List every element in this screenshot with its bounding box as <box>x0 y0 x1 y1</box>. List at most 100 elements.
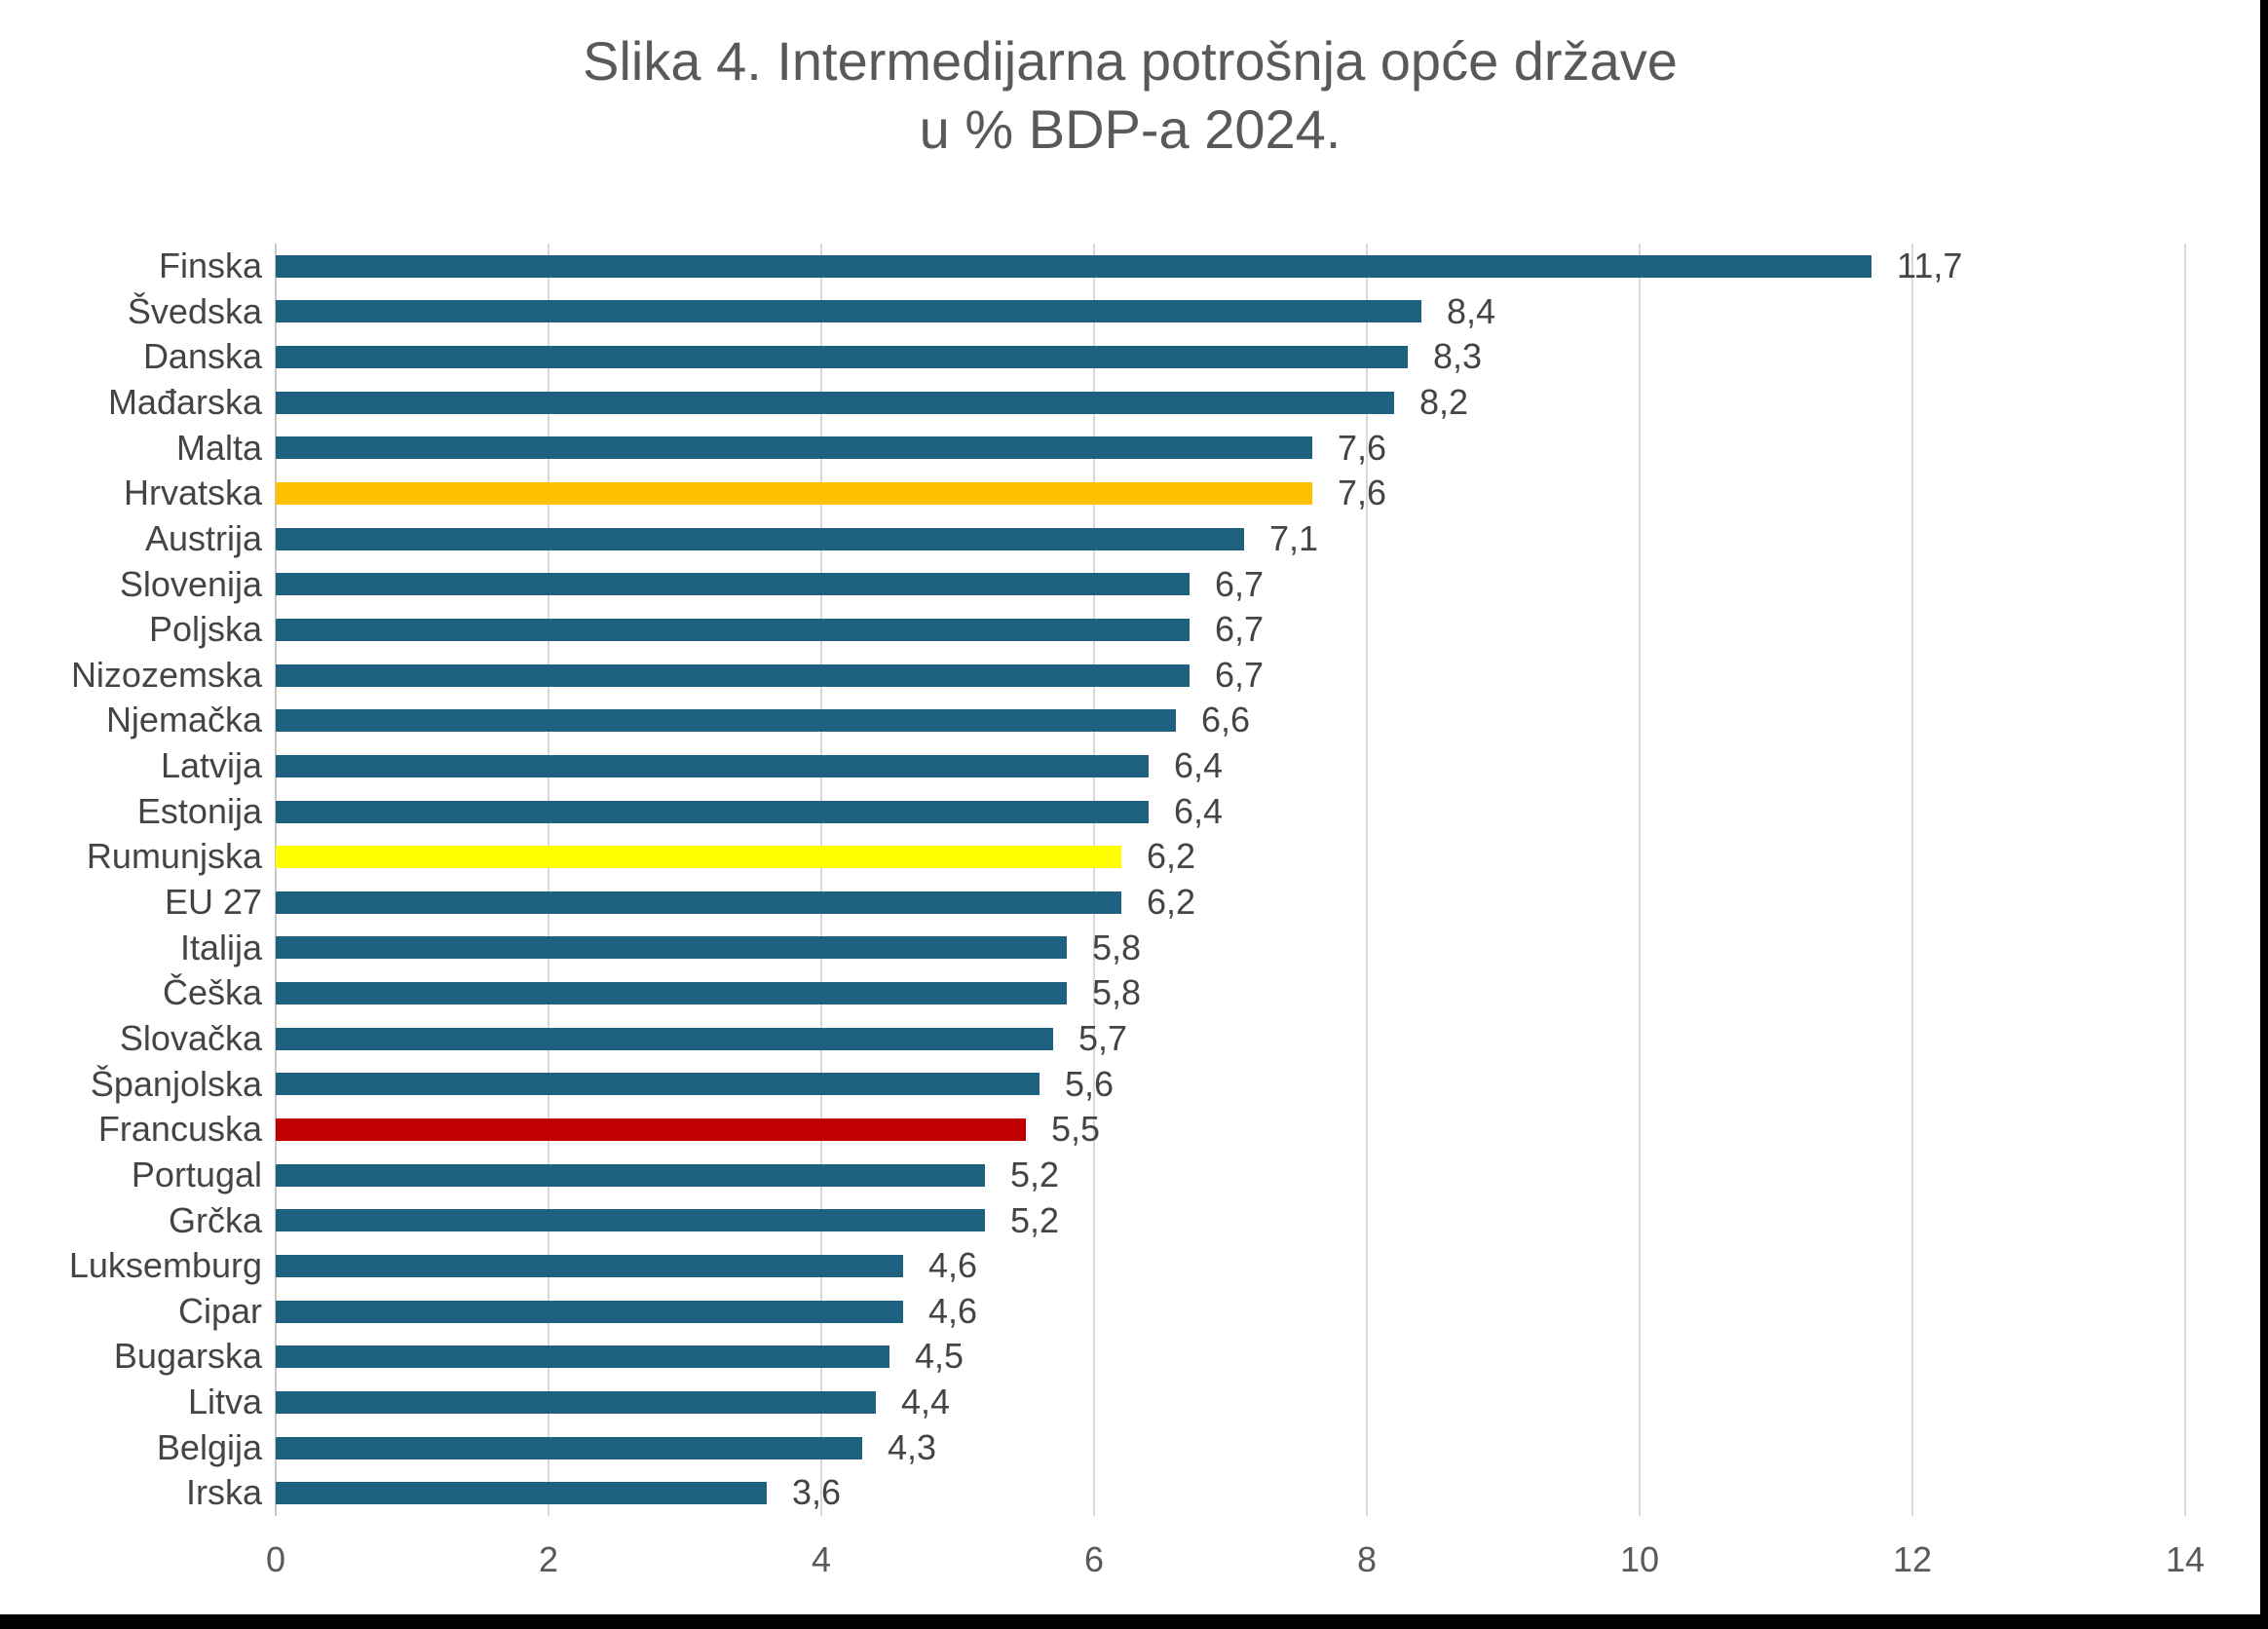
bar-portugal <box>276 1163 985 1187</box>
bar-svedska <box>276 300 1421 323</box>
category-label-poljska: Poljska <box>148 609 262 650</box>
gridline-x-8 <box>1366 244 1368 1516</box>
bar-slovenija <box>276 573 1190 596</box>
category-label-ceska: Češka <box>162 972 262 1013</box>
bar-litva <box>276 1390 876 1414</box>
x-tick-label-2: 2 <box>538 1539 559 1579</box>
plot-area: 11,7 8,4 8,3 8,2 7,6 7,6 7,1 6,7 6,7 6,7 6,6 6,4 6,4… <box>275 244 2186 1516</box>
x-tick-label-10: 10 <box>1619 1539 1660 1579</box>
value-label-malta: 7,6 <box>1338 427 1387 468</box>
value-label-italija: 5,8 <box>1092 927 1142 967</box>
bar-grcka <box>276 1209 985 1232</box>
category-label-italija: Italija <box>179 927 262 967</box>
chart-title-line1: Slika 4. Intermedijarna potrošnja opće d… <box>583 30 1678 92</box>
category-label-nizozemska: Nizozemska <box>70 654 262 695</box>
bar-danska <box>276 346 1408 369</box>
bar-latvija <box>276 754 1149 777</box>
gridline-x-6 <box>1093 244 1095 1516</box>
gridline-x-14 <box>2184 244 2186 1516</box>
bar-luksemburg <box>276 1254 903 1277</box>
value-label-danska: 8,3 <box>1433 336 1483 377</box>
category-label-cipar: Cipar <box>177 1290 262 1331</box>
value-label-latvija: 6,4 <box>1174 745 1224 786</box>
category-label-francuska: Francuska <box>97 1109 262 1150</box>
bar-ceska <box>276 982 1067 1005</box>
chart-title-line2: u % BDP-a 2024. <box>919 98 1342 160</box>
value-label-bugarska: 4,5 <box>915 1336 964 1377</box>
y-axis-line <box>275 244 277 1516</box>
bar-nizozemska <box>276 663 1190 687</box>
category-label-grcka: Grčka <box>168 1199 262 1240</box>
value-label-spanjolska: 5,6 <box>1065 1063 1115 1104</box>
screen-edge-bottom <box>0 1614 2268 1629</box>
category-label-finska: Finska <box>158 246 262 285</box>
bar-hrvatska <box>276 482 1312 506</box>
gridline-x-12 <box>1911 244 1913 1516</box>
category-label-eu-27: EU 27 <box>164 882 262 922</box>
x-tick-label-6: 6 <box>1083 1539 1105 1579</box>
x-tick-label-8: 8 <box>1356 1539 1378 1579</box>
value-label-austrija: 7,1 <box>1269 517 1319 558</box>
category-label-austrija: Austrija <box>144 517 262 558</box>
x-tick-label-12: 12 <box>1892 1539 1933 1579</box>
gridline-x-2 <box>548 244 549 1516</box>
category-label-portugal: Portugal <box>131 1154 262 1194</box>
value-label-njemacka: 6,6 <box>1201 700 1251 740</box>
value-label-slovacka: 5,7 <box>1078 1017 1128 1058</box>
value-label-svedska: 8,4 <box>1447 290 1496 331</box>
value-label-belgija: 4,3 <box>888 1426 937 1467</box>
value-label-rumunjska: 6,2 <box>1147 836 1196 877</box>
value-label-nizozemska: 6,7 <box>1215 654 1265 695</box>
category-label-svedska: Švedska <box>127 290 262 331</box>
category-label-spanjolska: Španjolska <box>90 1063 262 1104</box>
value-label-hrvatska: 7,6 <box>1338 473 1387 513</box>
screen-edge-right <box>2260 0 2268 1629</box>
bar-italija <box>276 936 1067 960</box>
gridline-x-10 <box>1639 244 1641 1516</box>
value-label-ma-arska: 8,2 <box>1419 381 1469 422</box>
gridline-x-4 <box>820 244 822 1516</box>
value-label-finska: 11,7 <box>1897 246 1963 285</box>
category-label-njemacka: Njemačka <box>105 700 262 740</box>
category-label-irska: Irska <box>185 1472 262 1513</box>
category-label-belgija: Belgija <box>156 1426 262 1467</box>
bar-irska <box>276 1482 767 1505</box>
bar-njemacka <box>276 709 1176 733</box>
value-label-ceska: 5,8 <box>1092 972 1142 1013</box>
bar-austrija <box>276 527 1244 550</box>
bar-poljska <box>276 618 1190 641</box>
category-label-rumunjska: Rumunjska <box>86 836 262 877</box>
category-label-estonija: Estonija <box>136 790 262 831</box>
bar-slovacka <box>276 1027 1053 1050</box>
category-label-bugarska: Bugarska <box>113 1336 262 1377</box>
value-label-estonija: 6,4 <box>1174 790 1224 831</box>
value-label-poljska: 6,7 <box>1215 609 1265 650</box>
chart-title: Slika 4. Intermedijarna potrošnja opće d… <box>0 27 2260 164</box>
bar-ma-arska <box>276 391 1394 414</box>
value-label-francuska: 5,5 <box>1051 1109 1101 1150</box>
value-label-luksemburg: 4,6 <box>928 1245 978 1286</box>
category-label-danska: Danska <box>142 336 262 377</box>
category-label-latvija: Latvija <box>160 745 262 786</box>
category-label-luksemburg: Luksemburg <box>68 1245 262 1286</box>
bar-finska <box>276 254 1871 278</box>
category-label-malta: Malta <box>175 427 262 468</box>
category-label-slovacka: Slovačka <box>119 1017 262 1058</box>
category-label-ma-arska: Mađarska <box>107 381 262 422</box>
bar-francuska <box>276 1118 1026 1142</box>
value-label-slovenija: 6,7 <box>1215 563 1265 604</box>
category-label-slovenija: Slovenija <box>119 563 262 604</box>
bar-spanjolska <box>276 1073 1040 1096</box>
category-label-litva: Litva <box>187 1382 262 1422</box>
category-label-hrvatska: Hrvatska <box>123 473 262 513</box>
value-label-litva: 4,4 <box>901 1382 951 1422</box>
value-label-portugal: 5,2 <box>1010 1154 1060 1194</box>
value-label-eu-27: 6,2 <box>1147 882 1196 922</box>
bar-eu-27 <box>276 890 1121 914</box>
y-axis-category-labels: Finska Švedska Danska Mađarska Malta Hrvatska… <box>0 244 276 1516</box>
value-label-irska: 3,6 <box>792 1472 842 1513</box>
value-label-cipar: 4,6 <box>928 1290 978 1331</box>
x-tick-label-14: 14 <box>2165 1539 2206 1579</box>
bar-rumunjska <box>276 846 1121 869</box>
